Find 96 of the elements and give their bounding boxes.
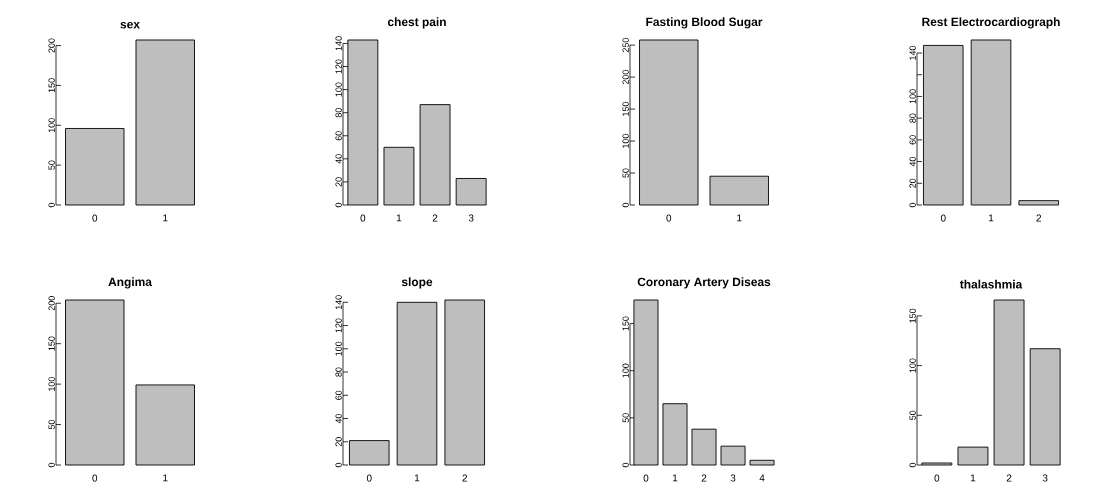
y-tick-label: 0 <box>335 462 342 468</box>
y-tick-label: 20 <box>335 177 342 187</box>
x-tick-label: 2 <box>462 474 468 482</box>
x-tick-label: 0 <box>92 214 98 222</box>
y-tick-label: 60 <box>335 390 342 400</box>
x-tick-label: 2 <box>1006 474 1012 482</box>
y-tick-label: 140 <box>909 45 916 60</box>
y-tick-label: 120 <box>335 318 342 333</box>
bar <box>396 301 438 466</box>
y-tick-label: 80 <box>335 367 342 377</box>
y-tick-label: 100 <box>909 89 916 104</box>
y-tick-label: 50 <box>48 160 55 170</box>
bar <box>347 39 379 206</box>
y-tick-label: 100 <box>48 118 55 133</box>
x-tick-label: 3 <box>730 474 736 482</box>
y-tick-label: 100 <box>622 363 629 378</box>
y-tick-label: 150 <box>48 78 55 93</box>
y-tick-label: 0 <box>622 202 629 208</box>
y-tick-label: 100 <box>335 82 342 97</box>
y-tick-label: 100 <box>48 376 55 391</box>
x-tick-label: 0 <box>934 474 940 482</box>
chart-title: thalashmia <box>959 279 1023 289</box>
y-tick-label: 60 <box>335 131 342 141</box>
y-tick-label: 200 <box>622 69 629 85</box>
bar <box>957 446 989 466</box>
y-tick-label: 0 <box>48 202 55 208</box>
bar <box>749 459 775 466</box>
y-tick-label: 200 <box>48 296 55 311</box>
chart-title: slope <box>401 277 433 289</box>
y-tick-label: 100 <box>622 133 629 148</box>
bar <box>1018 200 1060 206</box>
x-tick-label: 1 <box>672 474 678 482</box>
y-tick-label: 80 <box>909 113 916 123</box>
y-tick-label: 0 <box>335 202 342 208</box>
y-tick-label: 50 <box>622 413 629 423</box>
y-tick-label: 0 <box>48 462 55 468</box>
y-tick-label: 0 <box>622 462 629 468</box>
bar <box>662 403 688 466</box>
x-tick-label: 0 <box>940 214 946 222</box>
bar <box>720 445 746 466</box>
y-tick-label: 40 <box>909 156 916 167</box>
x-tick-label: 0 <box>366 474 372 482</box>
y-tick-label: 50 <box>909 410 916 420</box>
chart-title: Fasting Blood Sugar <box>646 17 763 29</box>
y-tick-label: 40 <box>335 154 342 164</box>
chart-title: Angima <box>108 277 152 289</box>
y-tick-label: 200 <box>48 38 55 53</box>
y-tick-label: 140 <box>335 36 342 51</box>
bar <box>993 299 1025 466</box>
x-tick-label: 3 <box>468 214 474 222</box>
x-tick-label: 1 <box>415 474 420 482</box>
y-tick-label: 80 <box>335 108 342 118</box>
x-tick-label: 2 <box>1036 214 1042 222</box>
x-tick-label: 0 <box>92 474 98 482</box>
y-tick-label: 150 <box>909 308 916 323</box>
y-tick-label: 0 <box>909 462 916 468</box>
chart-title: Coronary Artery Diseas <box>637 277 771 289</box>
y-tick-label: 20 <box>909 178 916 188</box>
bar <box>419 104 451 206</box>
x-tick-label: 1 <box>970 474 976 482</box>
y-tick-label: 20 <box>335 437 342 447</box>
x-tick-label: 1 <box>737 214 742 222</box>
x-tick-label: 0 <box>666 214 672 222</box>
bar <box>383 146 415 206</box>
x-tick-label: 3 <box>1042 474 1048 482</box>
x-tick-label: 0 <box>643 474 649 482</box>
y-tick-label: 40 <box>335 413 342 424</box>
y-tick-label: 250 <box>622 37 629 53</box>
bar <box>455 178 487 206</box>
x-tick-label: 0 <box>360 214 366 222</box>
x-tick-label: 4 <box>759 474 765 482</box>
bar <box>1029 348 1061 466</box>
x-tick-label: 2 <box>432 214 438 222</box>
y-tick-label: 50 <box>622 168 629 178</box>
bar <box>633 299 659 466</box>
chart-title: sex <box>120 21 140 29</box>
bar <box>691 428 717 466</box>
chart-title: Rest Electrocardiograph <box>922 17 1060 29</box>
x-tick-label: 1 <box>989 214 994 222</box>
y-tick-label: 60 <box>909 135 916 145</box>
y-tick-label: 0 <box>909 202 916 208</box>
x-tick-label: 1 <box>163 214 168 222</box>
y-tick-label: 140 <box>335 295 342 310</box>
y-tick-label: 100 <box>909 358 916 373</box>
y-tick-label: 150 <box>622 101 629 116</box>
bar <box>444 299 486 466</box>
y-tick-label: 150 <box>622 316 629 331</box>
y-tick-label: 120 <box>335 59 342 74</box>
chart-title: chest pain <box>387 17 446 29</box>
y-tick-label: 150 <box>48 336 55 351</box>
y-tick-label: 100 <box>335 341 342 356</box>
y-tick-label: 50 <box>48 419 55 430</box>
x-tick-label: 1 <box>163 474 168 482</box>
bar <box>970 39 1012 206</box>
x-tick-label: 1 <box>396 214 402 222</box>
x-tick-label: 2 <box>701 474 707 482</box>
